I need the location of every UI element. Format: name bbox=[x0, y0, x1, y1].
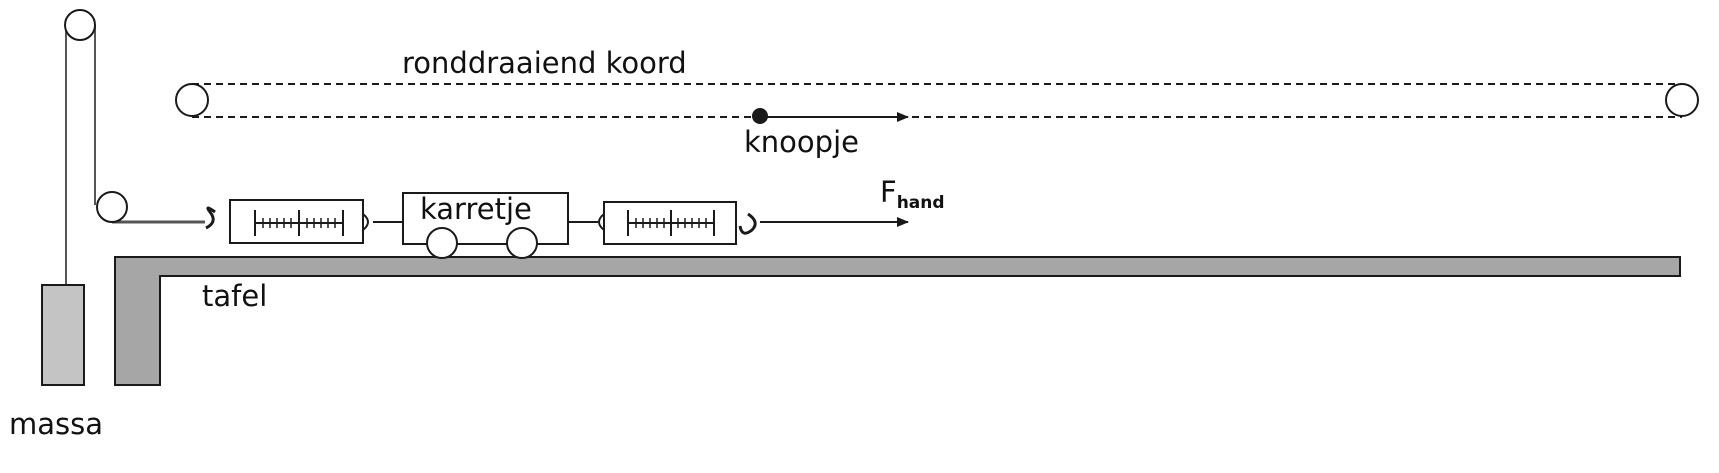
table-edge-pulley bbox=[96, 191, 128, 223]
cart bbox=[402, 192, 598, 259]
spring-scale-right bbox=[598, 201, 757, 245]
spring-scale-left bbox=[205, 199, 403, 244]
cart-label: karretje bbox=[420, 192, 532, 226]
table-label: tafel bbox=[202, 279, 268, 313]
mass-block bbox=[41, 284, 85, 386]
cord-label: ronddraaiend koord bbox=[402, 46, 687, 80]
cart-wheel-left bbox=[426, 227, 458, 259]
mass-rope bbox=[65, 25, 205, 285]
table bbox=[114, 256, 1681, 386]
cord-pulley-right bbox=[1665, 83, 1699, 117]
cord-pulley-left bbox=[175, 83, 209, 117]
knot bbox=[752, 108, 768, 124]
top-pulley bbox=[64, 9, 96, 41]
force-label: Fhand bbox=[880, 175, 945, 212]
rotating-cord bbox=[192, 83, 1682, 118]
mass-label: massa bbox=[9, 407, 104, 441]
cart-wheel-right bbox=[506, 227, 538, 259]
knot-label: knoopje bbox=[744, 125, 859, 159]
force-subscript: hand bbox=[896, 193, 945, 213]
force-symbol: F bbox=[880, 175, 897, 209]
